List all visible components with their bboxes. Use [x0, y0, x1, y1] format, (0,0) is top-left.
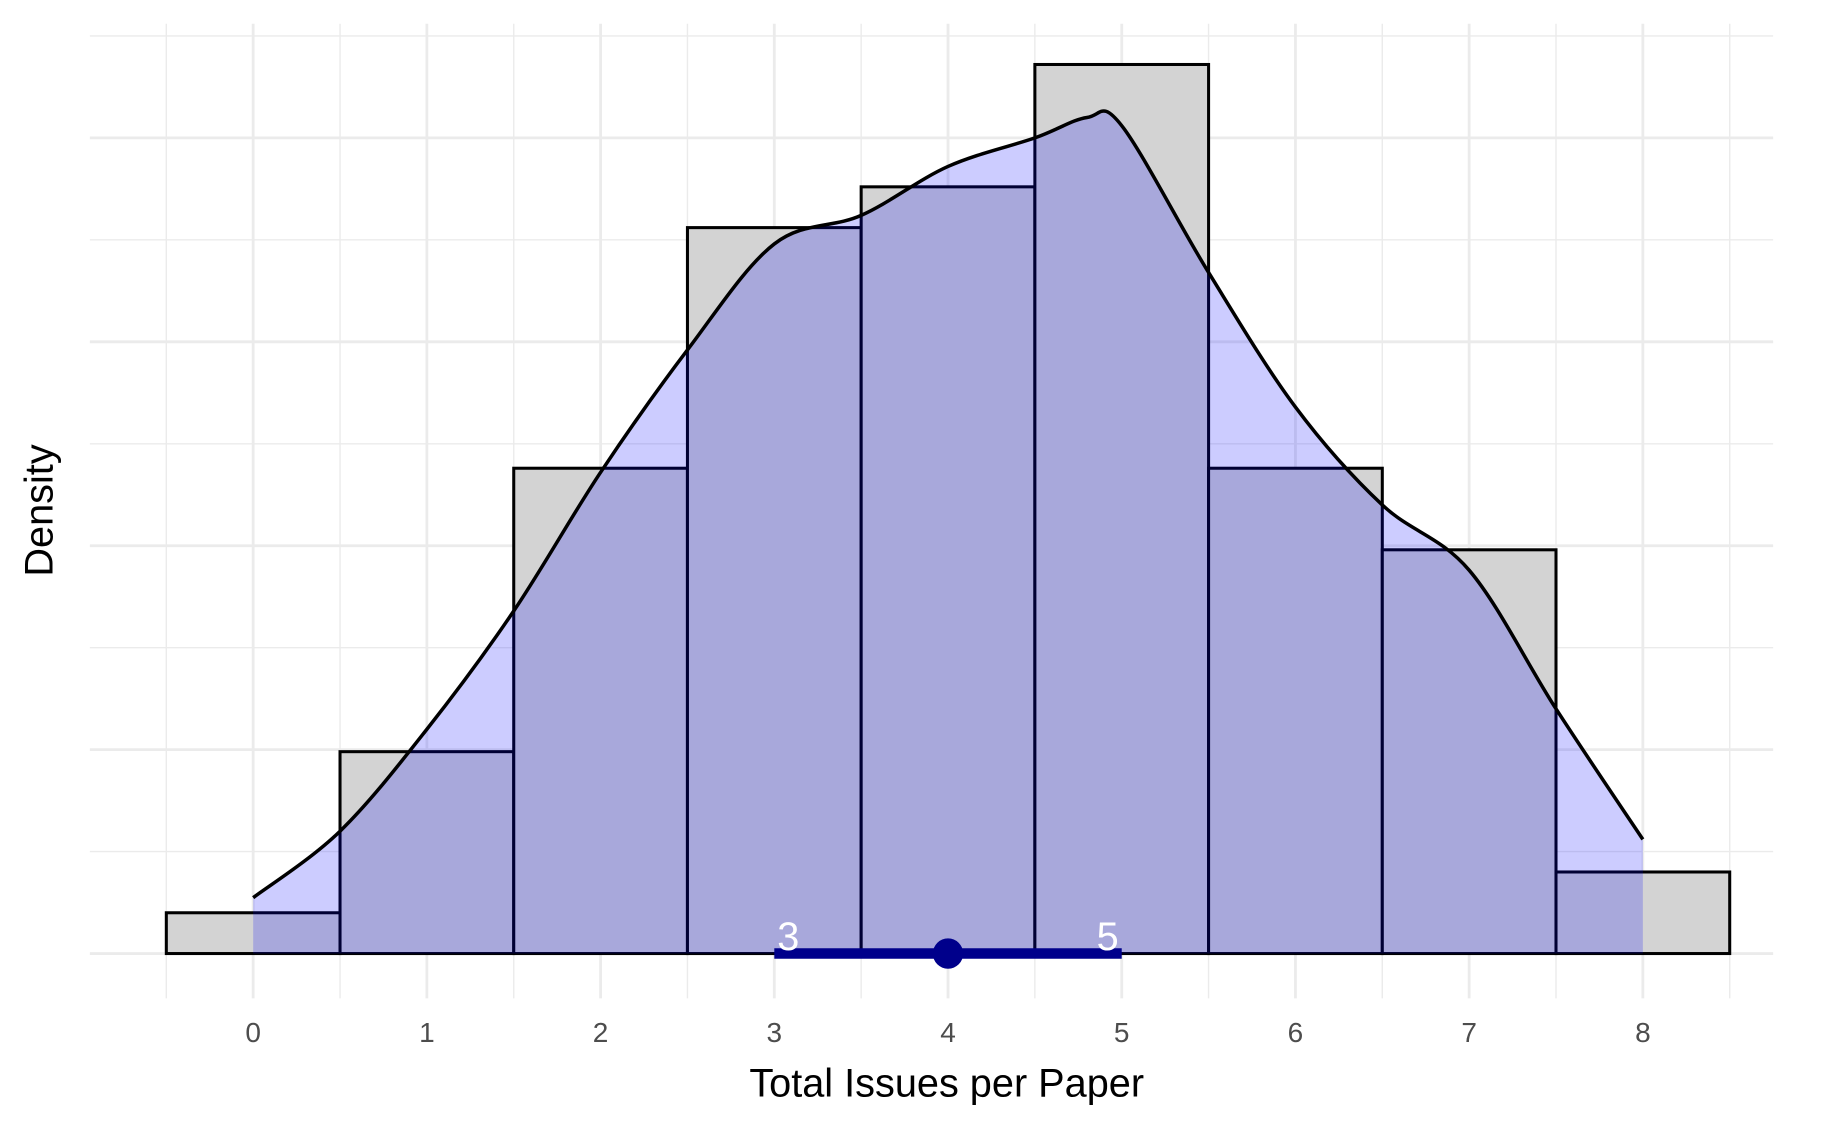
x-axis-title: Total Issues per Paper — [749, 1061, 1144, 1105]
bar — [1033, 62, 1211, 956]
x-tick-label: 0 — [245, 1017, 261, 1048]
bar — [1380, 548, 1558, 956]
x-tick-label: 8 — [1635, 1017, 1651, 1048]
x-tick-label: 5 — [1114, 1017, 1130, 1048]
x-tick-label: 4 — [940, 1017, 956, 1048]
x-tick-label: 2 — [593, 1017, 609, 1048]
interval-label: 3 — [777, 915, 799, 959]
bar — [338, 750, 516, 956]
x-tick-label: 7 — [1461, 1017, 1477, 1048]
bars — [164, 62, 1732, 956]
bar — [1207, 466, 1384, 956]
interval-label: 5 — [1097, 915, 1119, 959]
bar — [512, 466, 689, 956]
x-tick-label: 6 — [1288, 1017, 1304, 1048]
density — [252, 109, 1645, 954]
y-axis-title: Density — [18, 444, 62, 576]
point-estimate — [932, 938, 964, 969]
bar — [685, 226, 863, 956]
x-tick-label: 1 — [419, 1017, 435, 1048]
x-tick-label: 3 — [767, 1017, 783, 1048]
density-line — [252, 109, 1645, 900]
bar — [1554, 870, 1732, 956]
density-area — [253, 110, 1643, 954]
